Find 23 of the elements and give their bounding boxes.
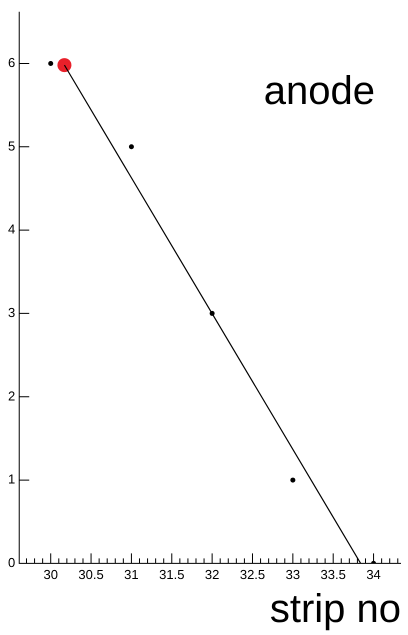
x-axis-title: strip no — [270, 587, 401, 632]
point — [128, 144, 134, 150]
x-tick-label: 34 — [366, 566, 381, 582]
point — [48, 60, 54, 66]
point — [57, 58, 72, 72]
x-tick-label: 31 — [124, 566, 139, 582]
x-tick-label: 32.5 — [240, 566, 266, 582]
point — [210, 310, 215, 316]
y-tick-label: 4 — [8, 222, 16, 237]
x-tick-label: 33 — [286, 566, 300, 582]
y-tick-label: 2 — [8, 388, 16, 404]
y-tick-label: 5 — [8, 138, 16, 154]
y-tick-label: 6 — [8, 55, 16, 70]
x-tick-label: 31.5 — [159, 566, 184, 582]
annotation: anode — [264, 68, 375, 113]
x-tick-label: 30 — [43, 566, 58, 582]
y-tick-label: 0 — [8, 554, 16, 570]
y-tick-label: 3 — [8, 305, 16, 320]
x-tick-label: 33.5 — [320, 566, 346, 582]
x-tick-label: 32 — [204, 566, 220, 582]
point — [290, 478, 296, 483]
y-tick-label: 1 — [8, 472, 16, 487]
x-tick-label: 30.5 — [78, 566, 104, 582]
